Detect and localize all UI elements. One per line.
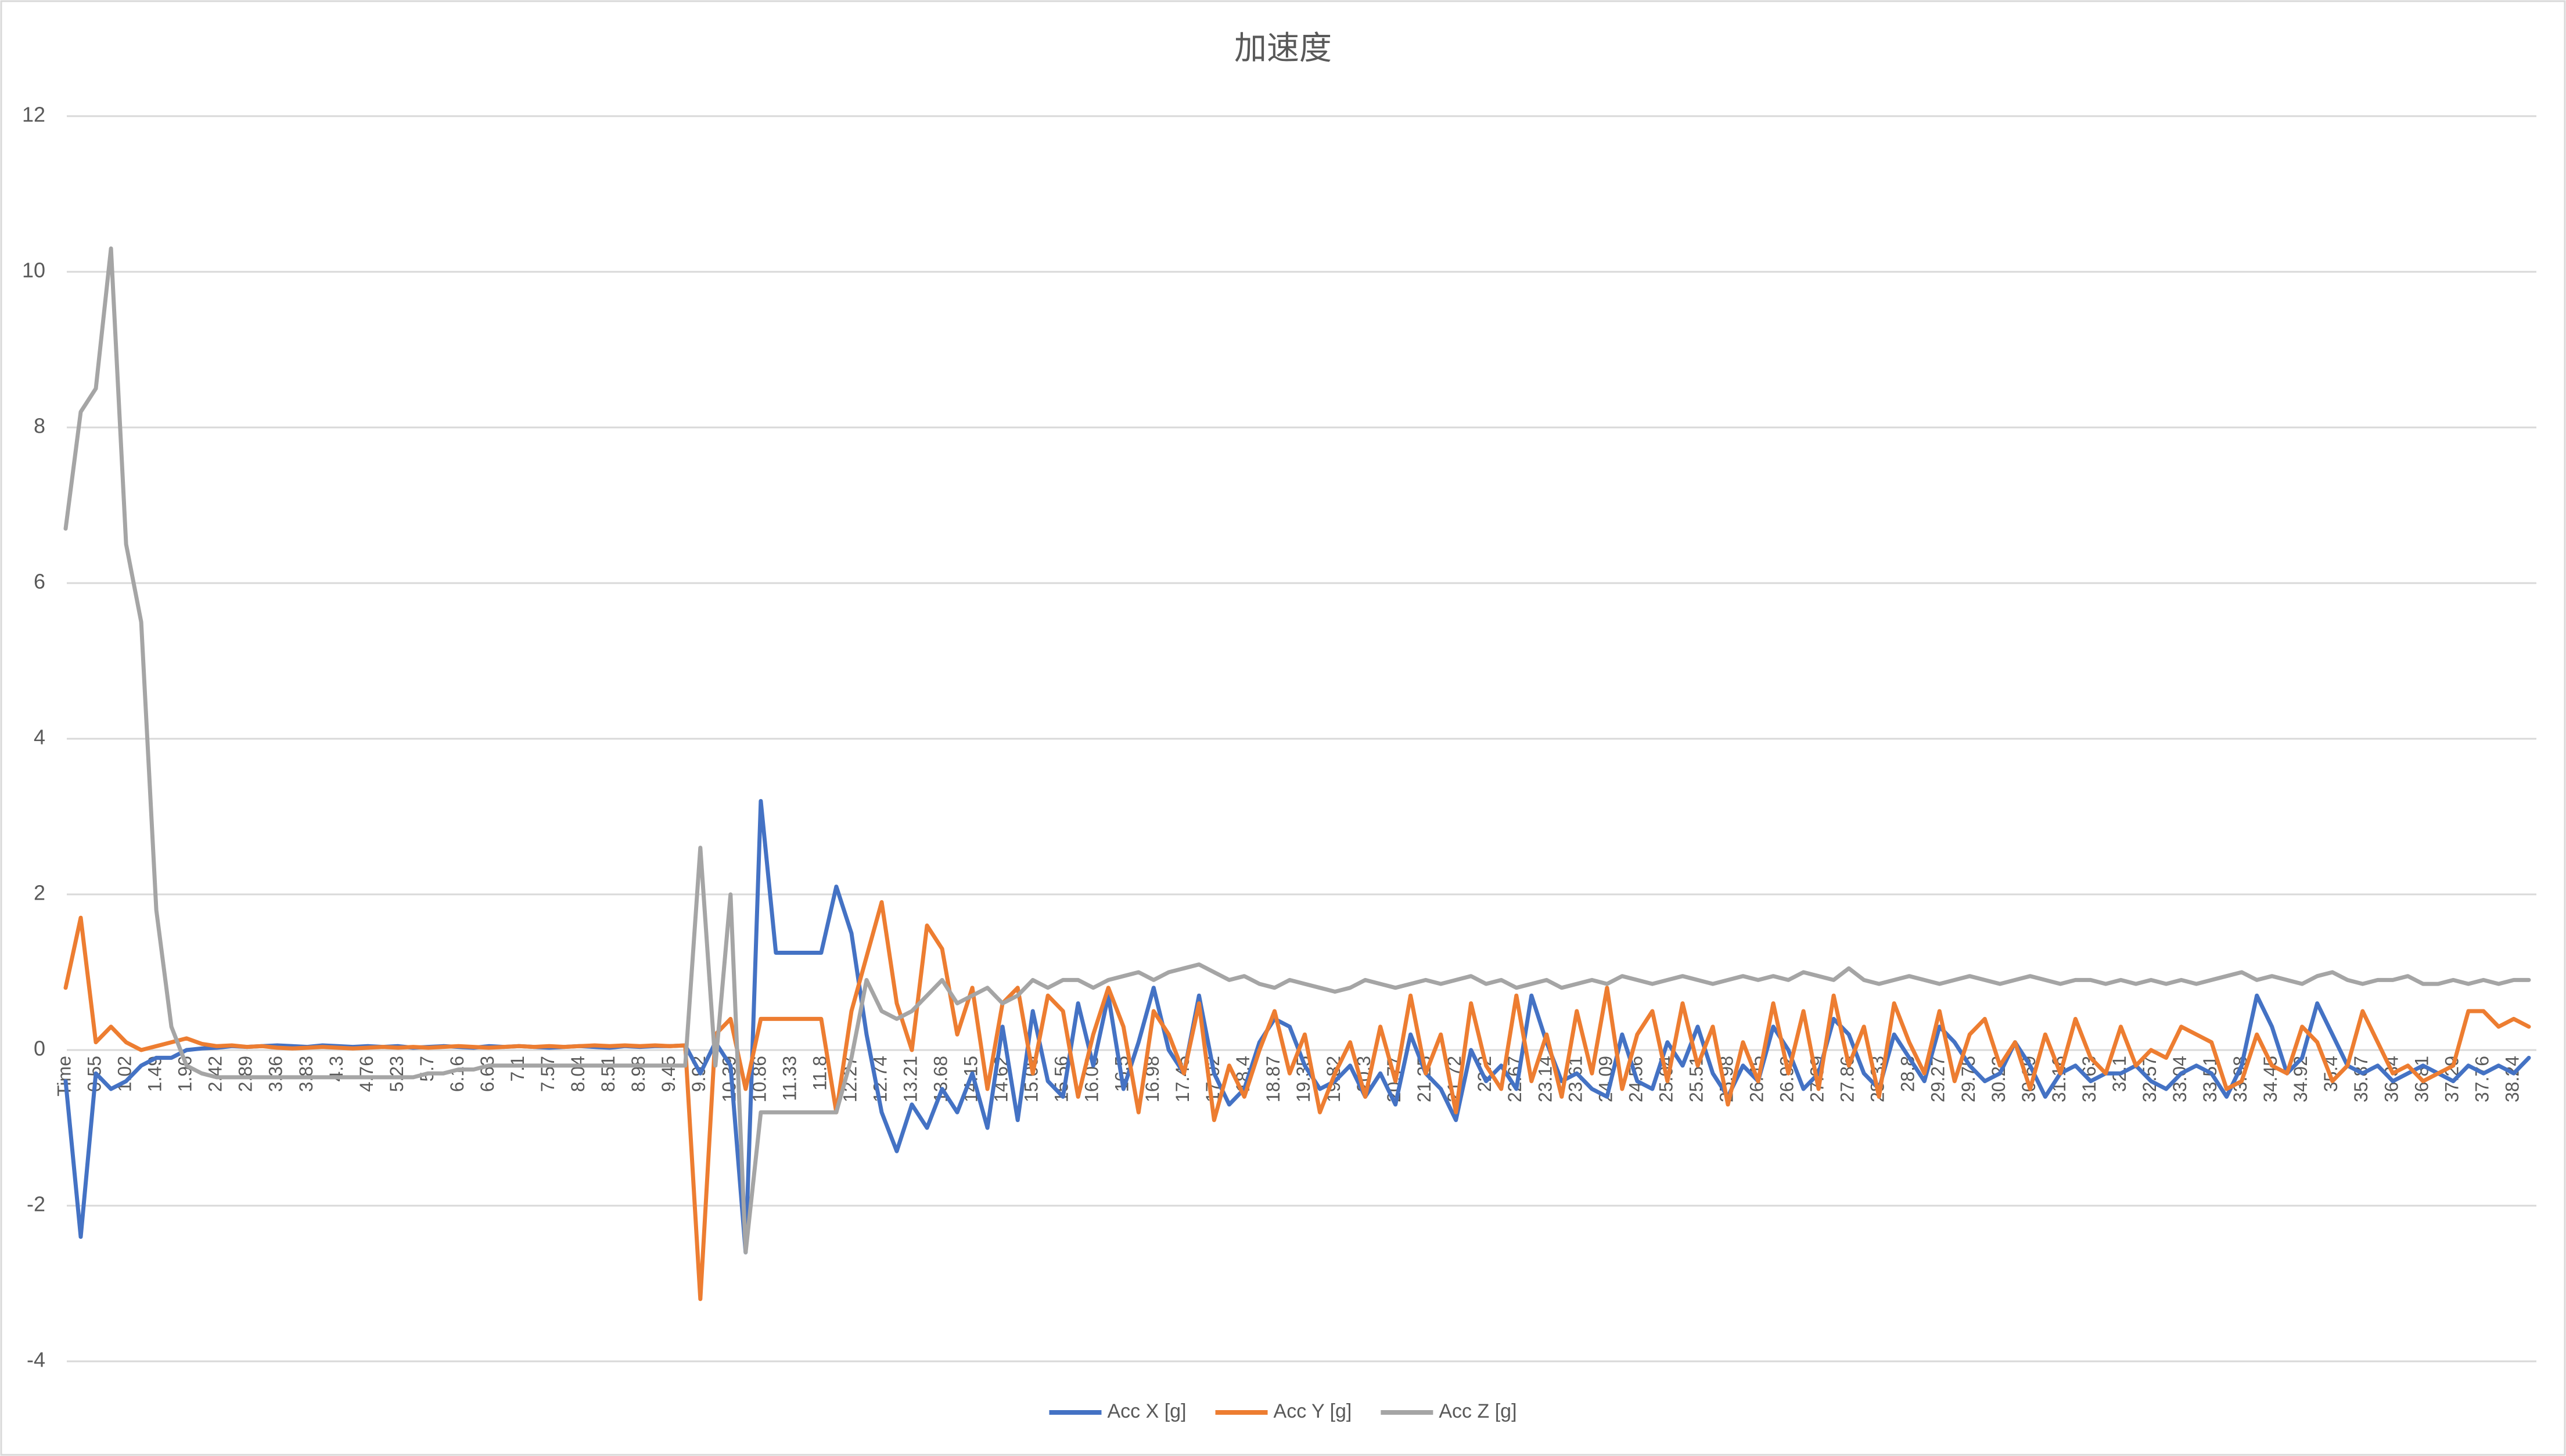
x-tick-label: 5.7 [416,1056,437,1081]
x-tick-label: 34.92 [2290,1056,2311,1102]
legend: Acc X [g] Acc Y [g] Acc Z [g] [1049,1400,1517,1422]
y-tick-label: 4 [34,725,45,749]
x-tick-label: 3.83 [296,1056,317,1092]
series-line [63,900,2531,1302]
x-tick-label: 4.76 [356,1056,377,1092]
x-tick-label: 38.24 [2502,1056,2522,1102]
y-tick-label: 10 [22,258,45,282]
x-tick-label: 6.63 [477,1056,498,1092]
x-tick-label: 3.36 [265,1056,286,1092]
x-tick-label: 8.51 [598,1056,619,1092]
x-tick-label: 8.98 [628,1056,649,1092]
series-line [63,246,2531,1254]
legend-label: Acc X [g] [1107,1400,1186,1422]
x-tick-label: Time [53,1056,74,1097]
x-tick-label: 6.16 [447,1056,468,1092]
x-tick-label: 5.23 [386,1056,407,1092]
x-tick-label: 13.21 [900,1056,921,1102]
x-tick-label: 33.04 [2169,1056,2190,1102]
y-tick-label: 0 [34,1037,45,1060]
x-tick-label: 8.04 [567,1056,588,1092]
y-tick-label: -2 [27,1192,45,1216]
x-tick-label: 7.1 [507,1056,528,1081]
x-tick-label: 2.89 [235,1056,256,1092]
x-tick-label: 9.45 [658,1056,679,1092]
y-tick-label: 8 [34,414,45,438]
y-tick-label: 6 [34,570,45,594]
x-tick-label: 28.8 [1897,1056,1918,1092]
x-tick-label: 7.57 [537,1056,558,1092]
legend-label: Acc Y [g] [1274,1400,1352,1422]
x-tick-label: 11.33 [779,1056,800,1101]
y-tick-label: 12 [22,103,45,127]
legend-label: Acc Z [g] [1439,1400,1516,1422]
x-tick-label: 18.87 [1263,1056,1284,1102]
chart-title: 加速度 [1234,30,1332,66]
y-tick-label: -4 [27,1348,45,1372]
x-tick-label: 37.76 [2471,1056,2492,1102]
y-tick-label: 2 [34,881,45,905]
x-tick-label: 35.87 [2351,1056,2371,1102]
